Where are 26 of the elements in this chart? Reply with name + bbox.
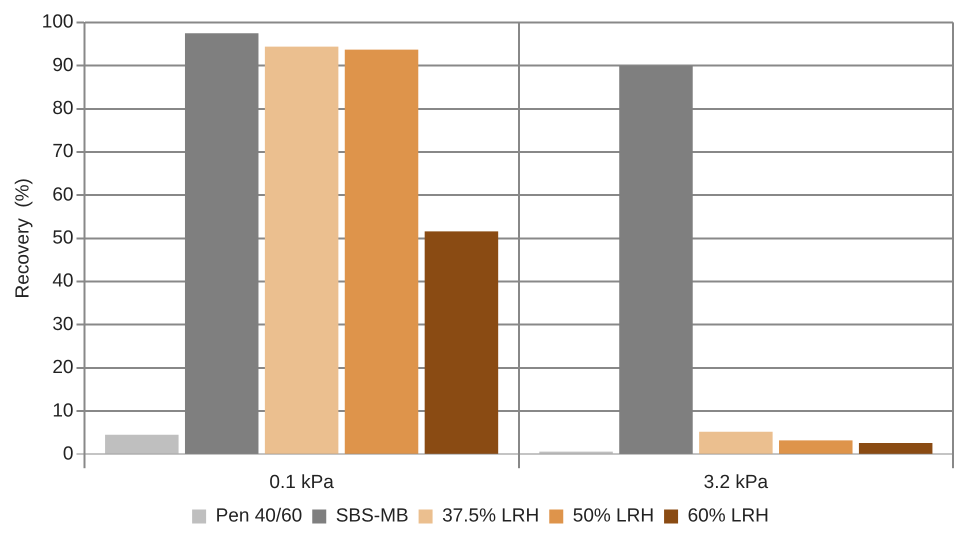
bar xyxy=(424,231,498,454)
y-tick-label: 10 xyxy=(52,400,74,422)
y-tick-label: 20 xyxy=(52,357,74,378)
bar xyxy=(344,50,418,454)
x-tick-label: 3.2 kPa xyxy=(704,472,769,493)
bar xyxy=(779,440,853,454)
legend-label: 37.5% LRH xyxy=(442,506,540,527)
bar xyxy=(699,432,773,454)
y-tick-label: 50 xyxy=(52,228,74,249)
y-tick-label: 30 xyxy=(52,314,74,335)
bar xyxy=(858,442,932,454)
legend-label: 50% LRH xyxy=(572,506,654,527)
y-tick-label: 0 xyxy=(62,443,74,464)
y-tick-label: 70 xyxy=(52,141,74,162)
bar xyxy=(264,46,338,454)
y-axis-title: Recovery (%) xyxy=(12,178,34,298)
y-tick-label: 100 xyxy=(42,12,74,33)
legend-label: SBS-MB xyxy=(336,506,409,527)
bar xyxy=(105,434,179,454)
x-tick-label: 0.1 kPa xyxy=(269,472,334,493)
legend-label: 60% LRH xyxy=(688,506,769,527)
legend-label: Pen 40/60 xyxy=(216,506,302,527)
y-tick-label: 90 xyxy=(52,54,74,76)
y-tick-label: 40 xyxy=(52,270,74,292)
y-tick-label: 60 xyxy=(52,184,74,206)
y-tick-label: 80 xyxy=(52,98,74,119)
